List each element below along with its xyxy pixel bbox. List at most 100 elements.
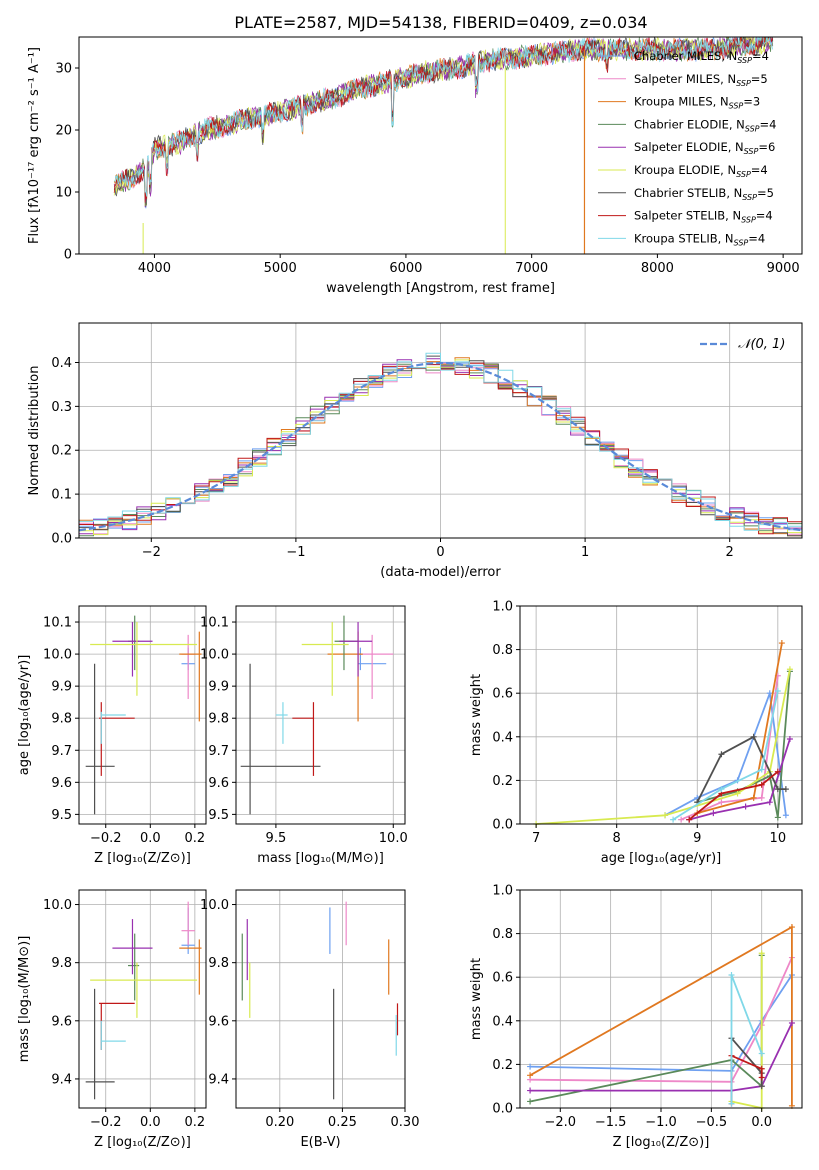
tick-label-y: 9.4 bbox=[51, 1072, 72, 1087]
y-axis-label: age [log₁₀(age/yr)] bbox=[17, 655, 32, 776]
weight-line-kroupa_stelib bbox=[672, 690, 779, 821]
plot-area-z_mass bbox=[85, 901, 202, 1100]
tick-label-x: −0.2 bbox=[90, 1115, 122, 1130]
tick-label-y: 9.7 bbox=[208, 744, 229, 759]
weight-marker-kroupa_miles bbox=[778, 640, 785, 647]
tick-label-y: 9.8 bbox=[51, 956, 72, 971]
weight-marker-chabrier_stelib bbox=[750, 733, 757, 740]
tick-label-y: 9.6 bbox=[51, 776, 72, 791]
weight-marker-kroupa_stelib bbox=[774, 688, 781, 695]
y-axis-label: Flux [fλ10⁻¹⁷ erg cm⁻² s⁻¹ A⁻¹] bbox=[27, 47, 42, 244]
weight-marker-salpeter_stelib bbox=[758, 1065, 765, 1072]
x-axis-label: Z [log₁₀(Z/Z⊙)] bbox=[613, 1135, 710, 1150]
weight-line-chabrier_miles bbox=[530, 974, 793, 1072]
spectrum-kroupa_elodie bbox=[113, 37, 772, 206]
figure-title: PLATE=2587, MJD=54138, FIBERID=0409, z=0… bbox=[234, 13, 647, 32]
tick-label-x: 5000 bbox=[264, 261, 297, 276]
plot-area-age_weight bbox=[533, 640, 793, 827]
weight-marker-salpeter_elodie bbox=[527, 1087, 534, 1094]
plot-area-spectrum bbox=[113, 37, 774, 254]
tick-label-y: 0.0 bbox=[51, 532, 72, 547]
weight-marker-salpeter_elodie bbox=[710, 810, 717, 817]
weight-marker-salpeter_elodie bbox=[786, 735, 793, 742]
tick-label-x: −2.0 bbox=[544, 1115, 576, 1130]
legend-label-chabrier_miles: Chabrier MILES, NSSP=4 bbox=[634, 49, 769, 65]
legend-label-salpeter_elodie: Salpeter ELODIE, NSSP=6 bbox=[634, 140, 775, 156]
weight-marker-chabrier_miles bbox=[527, 1063, 534, 1070]
weight-marker-salpeter_elodie bbox=[766, 799, 773, 806]
histogram-kroupa_stelib bbox=[79, 352, 802, 531]
weight-marker-salpeter_stelib bbox=[774, 768, 781, 775]
weight-marker-kroupa_miles bbox=[750, 794, 757, 801]
tick-label-y: 10.0 bbox=[43, 898, 72, 913]
axes-frame bbox=[78, 36, 803, 255]
tick-label-y: 0.2 bbox=[492, 774, 513, 789]
tick-label-y: 0.4 bbox=[51, 356, 72, 371]
tick-label-x: 0.20 bbox=[265, 1115, 294, 1130]
weight-marker-chabrier_elodie bbox=[774, 814, 781, 821]
x-axis-label: mass [log₁₀(M/M⊙)] bbox=[257, 851, 384, 866]
tick-label-x: 4000 bbox=[138, 261, 171, 276]
tick-label-y: 9.6 bbox=[51, 1014, 72, 1029]
y-axis-label: mass weight bbox=[469, 674, 484, 756]
tick-label-y: 9.5 bbox=[51, 808, 72, 823]
tick-label-y: 9.9 bbox=[51, 680, 72, 695]
plot-area-residuals bbox=[78, 352, 803, 537]
tick-label-x: 9.5 bbox=[266, 831, 287, 846]
x-axis-label: Z [log₁₀(Z/Z⊙)] bbox=[94, 1135, 191, 1150]
tick-label-x: 9000 bbox=[767, 261, 800, 276]
plot-area-z_age bbox=[85, 615, 202, 815]
x-axis-label: wavelength [Angstrom, rest frame] bbox=[326, 281, 555, 296]
tick-label-x: −2 bbox=[142, 545, 161, 560]
weight-line-kroupa_elodie bbox=[536, 669, 791, 825]
tick-label-y: 1.0 bbox=[492, 884, 513, 899]
x-axis-label: E(B-V) bbox=[300, 1135, 340, 1150]
tick-label-y: 9.4 bbox=[208, 1072, 229, 1087]
legend-label-chabrier_elodie: Chabrier ELODIE, NSSP=4 bbox=[634, 117, 776, 133]
axes-frame bbox=[235, 889, 406, 1109]
tick-label-y: 0.6 bbox=[492, 971, 513, 986]
tick-label-x: 0.2 bbox=[185, 1115, 206, 1130]
panel-ebv_mass: 0.20 0.25 0.30 9.4 9.6 9.8 10.0 E(B-V) bbox=[200, 889, 419, 1150]
tick-label-y: 10 bbox=[55, 186, 72, 201]
axes-frame bbox=[235, 605, 406, 825]
weight-marker-chabrier_stelib bbox=[758, 1083, 765, 1090]
weight-marker-salpeter_elodie bbox=[788, 1019, 795, 1026]
weight-marker-kroupa_miles bbox=[527, 1072, 534, 1079]
tick-label-x: −1 bbox=[286, 545, 305, 560]
tick-label-y: 0.8 bbox=[492, 643, 513, 658]
weight-marker-salpeter_stelib bbox=[686, 816, 693, 823]
tick-label-x: 7 bbox=[532, 831, 540, 846]
weight-marker-kroupa_stelib bbox=[728, 1100, 735, 1107]
tick-label-x: −0.2 bbox=[90, 831, 122, 846]
x-axis-label: Z [log₁₀(Z/Z⊙)] bbox=[94, 851, 191, 866]
weight-marker-kroupa_stelib bbox=[758, 766, 765, 773]
axes-frame bbox=[78, 889, 207, 1109]
weight-marker-kroupa_stelib bbox=[718, 786, 725, 793]
weight-marker-salpeter_elodie bbox=[742, 803, 749, 810]
tick-label-y: 0.0 bbox=[492, 818, 513, 833]
tick-label-y: 0.2 bbox=[51, 444, 72, 459]
tick-label-y: 30 bbox=[55, 62, 72, 77]
tick-label-x: 0.25 bbox=[328, 1115, 357, 1130]
plot-area-ebv_mass bbox=[241, 901, 399, 1100]
tick-label-y: 10.1 bbox=[200, 616, 229, 631]
tick-label-x: −0.5 bbox=[696, 1115, 728, 1130]
gaussian-curve bbox=[78, 361, 803, 532]
axes-frame bbox=[519, 605, 803, 825]
tick-label-x: 0.0 bbox=[751, 1115, 772, 1130]
weight-marker-kroupa_stelib bbox=[728, 972, 735, 979]
weight-marker-kroupa_elodie bbox=[734, 790, 741, 797]
spectrum-kroupa_stelib bbox=[113, 37, 774, 197]
tick-label-y: 1.0 bbox=[492, 600, 513, 615]
tick-label-y: 10.0 bbox=[43, 648, 72, 663]
y-axis-label: mass [log₁₀(M/M⊙)] bbox=[17, 936, 32, 1063]
legend-label-salpeter_miles: Salpeter MILES, NSSP=5 bbox=[634, 72, 768, 88]
tick-label-x: 10 bbox=[770, 831, 787, 846]
tick-label-x: 8000 bbox=[641, 261, 674, 276]
tick-label-x: 10.0 bbox=[379, 831, 408, 846]
panel-z_age: −0.2 0.0 0.2 9.5 9.6 9.7 9.8 9.9 10.0 10.1 Z [log₁… bbox=[17, 605, 207, 866]
weight-marker-salpeter_miles bbox=[758, 794, 765, 801]
tick-label-y: 10.1 bbox=[43, 616, 72, 631]
tick-label-y: 9.7 bbox=[51, 744, 72, 759]
